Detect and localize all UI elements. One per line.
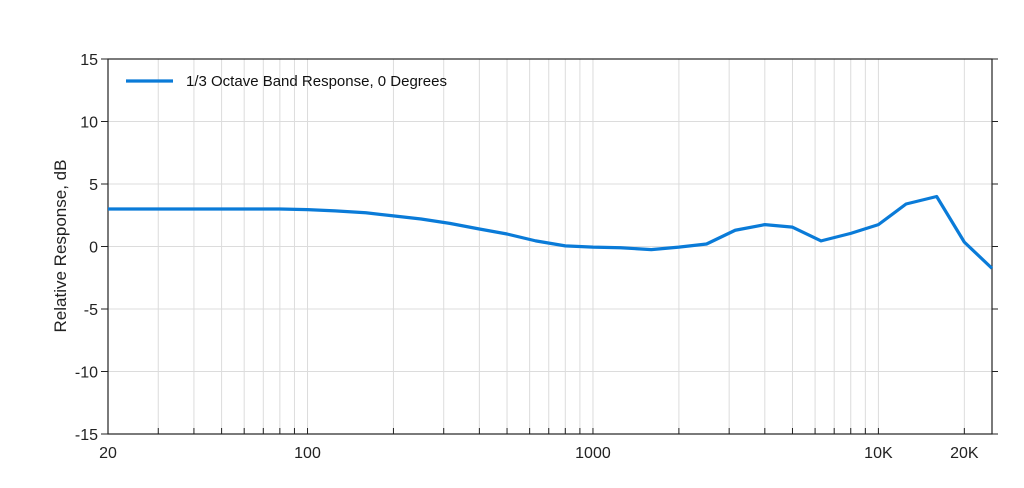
plot-frame — [107, 58, 993, 435]
series-line — [108, 194, 994, 270]
x-axis-tick-labels: 20 100 1000 10K 20K — [99, 445, 979, 462]
series-lines — [108, 194, 994, 270]
legend-entry-label: 1/3 Octave Band Response, 0 Degrees — [186, 73, 447, 90]
y-tick-label: 10 — [80, 115, 98, 132]
x-tick-label: 20K — [950, 445, 979, 462]
tick-marks — [101, 58, 998, 435]
x-tick-label: 20 — [99, 445, 117, 462]
y-axis-title: Relative Response, dB — [51, 160, 70, 333]
legend: 1/3 Octave Band Response, 0 Degrees — [126, 73, 447, 90]
grid-lines — [108, 59, 992, 434]
y-tick-label: 5 — [89, 177, 98, 194]
x-tick-label: 1000 — [575, 445, 611, 462]
y-tick-label: -15 — [75, 427, 98, 444]
y-tick-label: 0 — [89, 240, 98, 257]
y-axis-tick-labels: 15 10 5 0 -5 -10 -15 — [75, 52, 98, 444]
x-tick-label: 100 — [294, 445, 321, 462]
y-tick-label: -10 — [75, 365, 98, 382]
x-tick-label: 10K — [864, 445, 893, 462]
y-tick-label: 15 — [80, 52, 98, 69]
y-tick-label: -5 — [84, 302, 98, 319]
